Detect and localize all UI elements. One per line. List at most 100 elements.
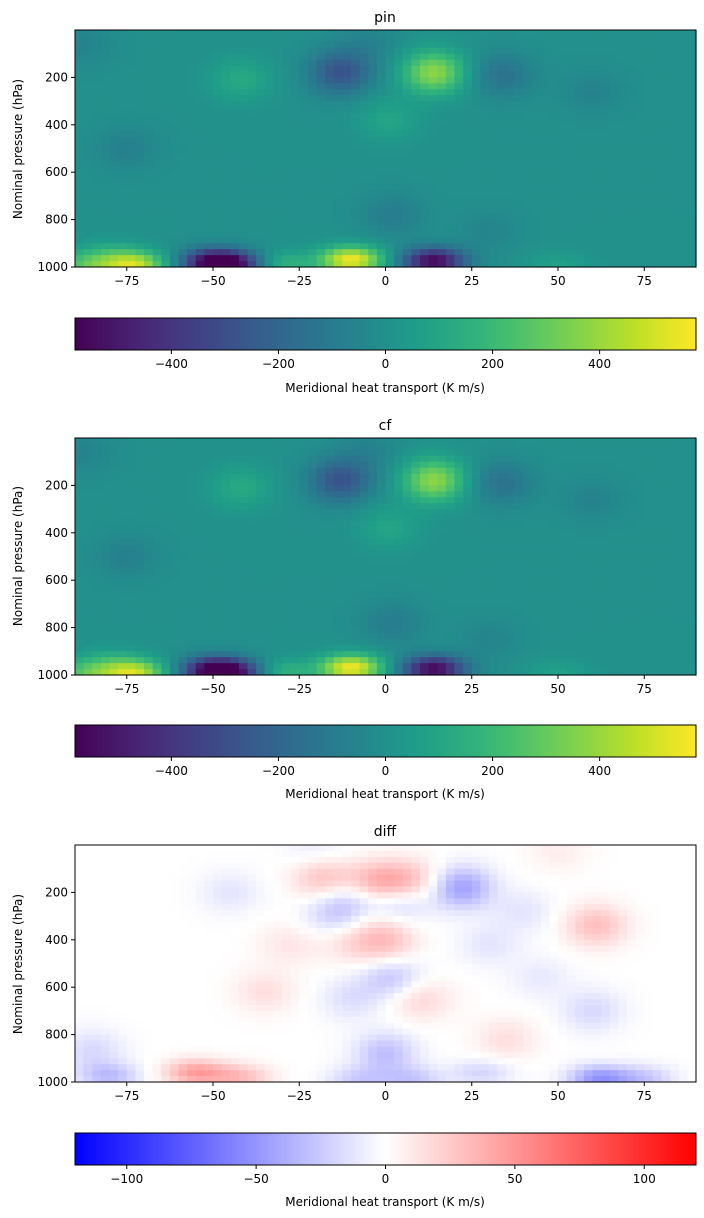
heatmap-cell	[540, 597, 550, 605]
heatmap-cell	[230, 574, 240, 581]
heatmap-cell	[169, 491, 180, 498]
heatmap-cell	[385, 118, 395, 126]
heatmap-cell	[187, 184, 197, 191]
heatmap-cell	[169, 53, 180, 61]
heatmap-cell	[454, 538, 464, 546]
heatmap-cell	[359, 520, 369, 528]
heatmap-cell	[256, 461, 266, 469]
heatmap-cell	[678, 485, 688, 492]
heatmap-cell	[316, 189, 326, 197]
heatmap-cell	[609, 520, 619, 528]
heatmap-cell	[221, 556, 231, 564]
heatmap-cell	[351, 148, 361, 156]
heatmap-cell	[635, 124, 645, 132]
heatmap-cell	[273, 112, 283, 120]
heatmap-cell	[238, 562, 249, 569]
heatmap-cell	[152, 95, 162, 102]
heatmap-cell	[385, 112, 395, 120]
heatmap-cell	[627, 556, 637, 564]
heatmap-cell	[566, 473, 576, 481]
heatmap-cell	[264, 556, 274, 564]
heatmap-cell	[152, 580, 162, 587]
heatmap-cell	[583, 189, 594, 197]
heatmap-cell	[454, 243, 464, 250]
heatmap-cell	[627, 160, 637, 167]
heatmap-cell	[126, 455, 136, 463]
heatmap-cell	[342, 497, 352, 504]
heatmap-cell	[661, 172, 671, 179]
heatmap-cell	[420, 562, 430, 569]
heatmap-cell	[169, 592, 180, 599]
heatmap-cell	[135, 65, 145, 73]
heatmap-cell	[609, 556, 619, 564]
heatmap-cell	[187, 255, 197, 262]
heatmap-cell	[230, 592, 240, 599]
heatmap-cell	[437, 473, 447, 481]
heatmap-cell	[290, 136, 300, 144]
heatmap-cell	[75, 261, 85, 268]
heatmap-cell	[359, 112, 369, 120]
heatmap-cell	[325, 148, 335, 156]
heatmap-cell	[92, 201, 102, 209]
heatmap-cell	[135, 473, 145, 481]
heatmap-cell	[661, 491, 671, 498]
heatmap-cell	[238, 231, 249, 238]
heatmap-cell	[368, 219, 378, 227]
heatmap-cell	[204, 201, 214, 209]
heatmap-cell	[601, 580, 611, 587]
heatmap-cell	[290, 261, 300, 268]
heatmap-cell	[678, 526, 688, 534]
heatmap-cell	[75, 479, 85, 486]
heatmap-cell	[471, 195, 481, 203]
heatmap-cell	[376, 532, 387, 540]
heatmap-cell	[100, 443, 111, 451]
heatmap-cell	[644, 219, 654, 227]
heatmap-cell	[290, 65, 300, 73]
heatmap-cell	[514, 526, 525, 534]
heatmap-cell	[514, 213, 525, 221]
heatmap-cell	[126, 53, 136, 61]
heatmap-cell	[83, 95, 93, 102]
heatmap-cell	[152, 71, 162, 78]
heatmap-cell	[359, 249, 369, 256]
heatmap-cell	[230, 213, 240, 221]
heatmap-cell	[618, 201, 628, 209]
heatmap-cell	[385, 201, 395, 209]
heatmap-cell	[178, 556, 188, 564]
heatmap-cell	[532, 124, 542, 132]
heatmap-cell	[83, 237, 93, 244]
heatmap-cell	[445, 515, 456, 522]
heatmap-cell	[506, 124, 516, 132]
heatmap-cell	[402, 136, 412, 144]
heatmap-cell	[126, 41, 136, 49]
heatmap-cell	[376, 77, 387, 84]
heatmap-cell	[678, 112, 688, 120]
heatmap-cell	[523, 136, 533, 144]
heatmap-cell	[109, 124, 119, 132]
heatmap-cell	[661, 574, 671, 581]
heatmap-cell	[678, 77, 688, 84]
heatmap-cell	[635, 189, 645, 197]
heatmap-cell	[256, 213, 266, 221]
heatmap-cell	[290, 207, 300, 215]
colorbar-label: Meridional heat transport (K m/s)	[285, 787, 485, 801]
heatmap-cell	[187, 503, 197, 510]
heatmap-cell	[627, 461, 637, 469]
heatmap-cell	[169, 59, 180, 67]
heatmap-cell	[247, 118, 257, 126]
heatmap-cell	[118, 166, 128, 173]
heatmap-cell	[316, 520, 326, 528]
heatmap-cell	[75, 71, 85, 78]
heatmap-cell	[359, 101, 369, 108]
heatmap-cell	[523, 532, 533, 540]
heatmap-cell	[230, 597, 240, 605]
heatmap-cell	[75, 136, 85, 144]
heatmap-cell	[376, 438, 387, 445]
heatmap-cell	[282, 509, 292, 516]
heatmap-cell	[394, 172, 404, 179]
heatmap-cell	[256, 526, 266, 534]
heatmap-cell	[463, 597, 473, 605]
heatmap-cell	[687, 231, 697, 238]
heatmap-cell	[325, 261, 335, 268]
heatmap-cell	[540, 77, 550, 84]
